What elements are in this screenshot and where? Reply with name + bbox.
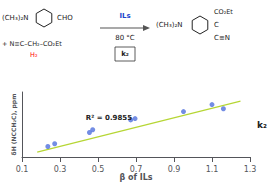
svg-text:80 °C: 80 °C: [115, 34, 135, 42]
svg-text:1.1: 1.1: [206, 165, 219, 174]
svg-text:(CH₃)₂N: (CH₃)₂N: [156, 21, 182, 29]
svg-text:R² = 0.9855: R² = 0.9855: [86, 114, 132, 122]
svg-text:CHO: CHO: [57, 14, 73, 22]
svg-text:0.5: 0.5: [92, 165, 105, 174]
svg-text:β of ILs: β of ILs: [119, 173, 152, 182]
svg-text:k₂: k₂: [121, 50, 129, 58]
svg-text:(CH₃)₂N: (CH₃)₂N: [2, 14, 28, 22]
svg-text:0.1: 0.1: [16, 165, 29, 174]
svg-text:H₂: H₂: [30, 51, 38, 59]
svg-text:0.3: 0.3: [54, 165, 67, 174]
svg-text:ILs: ILs: [119, 12, 130, 20]
svg-text:+ N≡C–CH₂–CO₂Et: + N≡C–CH₂–CO₂Et: [2, 40, 62, 48]
svg-text:CO₂Et: CO₂Et: [214, 8, 233, 16]
svg-text:k₂: k₂: [257, 120, 267, 130]
svg-text:0.9: 0.9: [168, 165, 181, 174]
svg-text:C: C: [214, 21, 219, 29]
svg-text:C≡N: C≡N: [214, 34, 230, 42]
svg-text:0.7: 0.7: [130, 165, 143, 174]
svg-text:1.3: 1.3: [244, 165, 257, 174]
svg-text:δH (NCCH₂C), ppm: δH (NCCH₂C), ppm: [10, 94, 18, 156]
